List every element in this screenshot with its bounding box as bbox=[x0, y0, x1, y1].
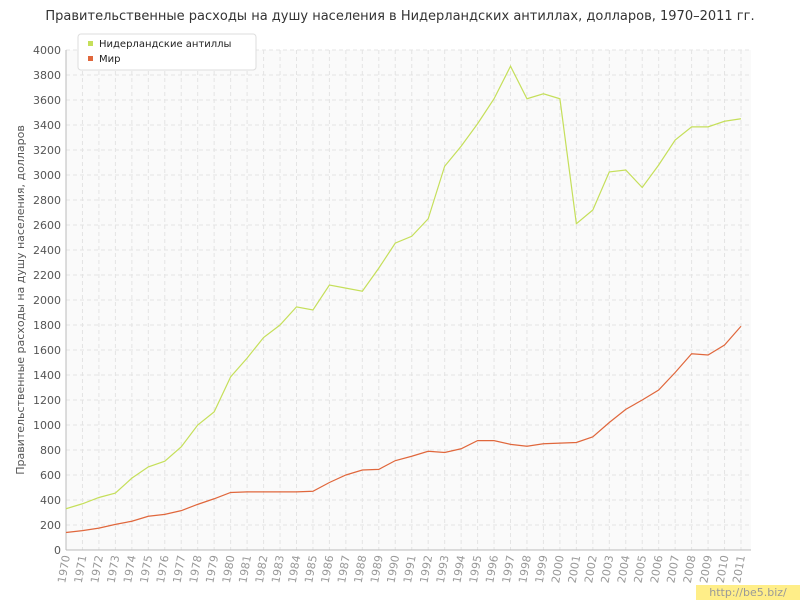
x-tick-label: 2005 bbox=[632, 554, 650, 584]
y-tick-label: 2400 bbox=[33, 244, 61, 257]
y-tick-label: 2600 bbox=[33, 219, 61, 232]
x-tick-label: 2000 bbox=[549, 554, 567, 584]
y-axis-label: Правительственные расходы на душу населе… bbox=[14, 125, 27, 475]
y-tick-label: 0 bbox=[54, 544, 61, 557]
y-tick-label: 1200 bbox=[33, 394, 61, 407]
y-tick-label: 200 bbox=[40, 519, 61, 532]
x-tick-label: 1976 bbox=[154, 554, 172, 584]
x-tick-label: 2003 bbox=[599, 554, 617, 584]
y-tick-label: 2800 bbox=[33, 194, 61, 207]
y-tick-label: 4000 bbox=[33, 44, 61, 57]
x-tick-label: 1998 bbox=[516, 554, 534, 584]
x-tick-label: 1979 bbox=[203, 554, 221, 584]
y-tick-label: 600 bbox=[40, 469, 61, 482]
x-tick-label: 1993 bbox=[434, 554, 452, 584]
x-tick-label: 2009 bbox=[697, 554, 715, 584]
x-tick-label: 1994 bbox=[450, 554, 468, 584]
y-tick-label: 3400 bbox=[33, 119, 61, 132]
x-tick-label: 1988 bbox=[352, 554, 370, 584]
x-tick-label: 1974 bbox=[121, 554, 139, 584]
watermark-bg bbox=[696, 585, 800, 600]
x-tick-label: 2002 bbox=[582, 554, 600, 584]
series-line bbox=[65, 64, 742, 510]
x-tick-label: 1972 bbox=[88, 554, 106, 584]
x-tick-label: 1982 bbox=[253, 554, 271, 584]
watermark: http://be5.biz/ bbox=[709, 586, 787, 599]
x-tick-label: 1978 bbox=[187, 554, 205, 584]
x-tick-label: 2007 bbox=[664, 554, 682, 584]
x-tick-label: 1980 bbox=[220, 554, 238, 584]
x-tick-label: 1973 bbox=[105, 554, 123, 584]
legend-label: Мир bbox=[99, 54, 120, 65]
y-tick-label: 3000 bbox=[33, 169, 61, 182]
x-tick-label: 1995 bbox=[467, 554, 485, 584]
y-tick-label: 1800 bbox=[33, 319, 61, 332]
x-tick-label: 1971 bbox=[72, 554, 90, 584]
x-tick-label: 1983 bbox=[269, 554, 287, 584]
x-tick-label: 2004 bbox=[615, 554, 633, 584]
x-tick-label: 2010 bbox=[714, 554, 732, 584]
x-tick-label: 1996 bbox=[483, 554, 501, 584]
y-tick-label: 1600 bbox=[33, 344, 61, 357]
y-tick-label: 1400 bbox=[33, 369, 61, 382]
x-tick-label: 1989 bbox=[368, 554, 386, 584]
x-tick-label: 1975 bbox=[138, 554, 156, 584]
x-tick-label: 1984 bbox=[286, 554, 304, 584]
x-tick-label: 1991 bbox=[401, 554, 419, 584]
x-tick-label: 1990 bbox=[385, 554, 403, 584]
x-tick-label: 2006 bbox=[648, 554, 666, 584]
series-line bbox=[65, 325, 742, 534]
y-tick-label: 3200 bbox=[33, 144, 61, 157]
x-tick-label: 1977 bbox=[171, 554, 189, 584]
legend-box bbox=[77, 33, 257, 71]
x-tick-label: 1997 bbox=[500, 554, 518, 584]
y-tick-label: 800 bbox=[40, 444, 61, 457]
y-tick-label: 3600 bbox=[33, 94, 61, 107]
x-tick-label: 2011 bbox=[730, 554, 748, 584]
legend-swatch bbox=[88, 41, 93, 46]
x-tick-label: 2001 bbox=[566, 554, 584, 584]
y-tick-label: 1000 bbox=[33, 419, 61, 432]
x-tick-label: 1999 bbox=[533, 554, 551, 584]
x-tick-label: 2008 bbox=[681, 554, 699, 584]
y-tick-label: 400 bbox=[40, 494, 61, 507]
legend-label: Нидерландские антиллы bbox=[99, 39, 231, 50]
x-tick-label: 1987 bbox=[335, 554, 353, 584]
legend-swatch bbox=[88, 56, 93, 61]
x-tick-label: 1986 bbox=[319, 554, 337, 584]
chart-title: Правительственные расходы на душу населе… bbox=[45, 9, 754, 24]
x-tick-label: 1992 bbox=[417, 554, 435, 584]
y-tick-label: 3800 bbox=[33, 69, 61, 82]
y-tick-label: 2200 bbox=[33, 269, 61, 282]
y-tick-label: 2000 bbox=[33, 294, 61, 307]
x-tick-label: 1970 bbox=[55, 554, 73, 584]
x-tick-label: 1985 bbox=[302, 554, 320, 584]
x-tick-label: 1981 bbox=[236, 554, 254, 584]
